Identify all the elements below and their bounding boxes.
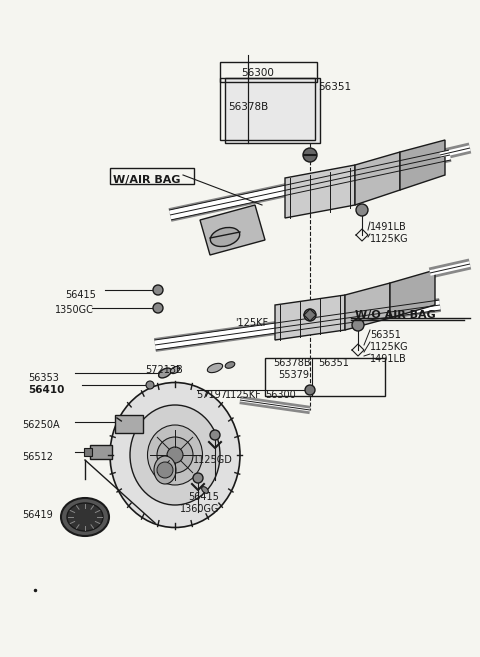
Text: 57213B: 57213B <box>145 365 183 375</box>
Circle shape <box>167 447 183 463</box>
Ellipse shape <box>130 405 220 505</box>
Circle shape <box>146 381 154 389</box>
Ellipse shape <box>225 362 235 369</box>
Polygon shape <box>275 295 345 340</box>
Bar <box>90 445 112 459</box>
Ellipse shape <box>158 368 171 378</box>
Text: 56378B: 56378B <box>273 358 311 368</box>
Polygon shape <box>200 205 265 255</box>
Polygon shape <box>345 283 390 330</box>
Text: 56351: 56351 <box>370 330 401 340</box>
Text: 1360GG: 1360GG <box>180 504 219 514</box>
Circle shape <box>305 385 315 395</box>
Ellipse shape <box>207 363 223 373</box>
Text: 56378B: 56378B <box>228 102 268 112</box>
Text: 56351: 56351 <box>318 82 351 92</box>
Text: 1125KF: 1125KF <box>225 390 262 400</box>
Text: 56419: 56419 <box>22 510 53 520</box>
Text: 56410: 56410 <box>28 385 64 395</box>
Text: W/O AIR BAG: W/O AIR BAG <box>355 310 436 320</box>
Text: 56415: 56415 <box>188 492 219 502</box>
Polygon shape <box>355 152 400 205</box>
Circle shape <box>153 285 163 295</box>
Circle shape <box>304 309 316 321</box>
Bar <box>220 62 317 82</box>
Text: 1125GD: 1125GD <box>193 455 233 465</box>
Bar <box>115 415 143 433</box>
Circle shape <box>153 303 163 313</box>
Ellipse shape <box>67 503 103 531</box>
Ellipse shape <box>170 367 180 374</box>
Circle shape <box>356 204 368 216</box>
Bar <box>220 78 315 140</box>
Text: 56512: 56512 <box>22 452 53 462</box>
Ellipse shape <box>147 425 203 485</box>
Bar <box>110 168 194 184</box>
Circle shape <box>157 437 193 473</box>
Text: W/AIR BAG: W/AIR BAG <box>113 175 180 185</box>
Text: 1125KG: 1125KG <box>370 234 408 244</box>
Text: 56300: 56300 <box>265 390 296 400</box>
Text: 56415: 56415 <box>65 290 96 300</box>
Circle shape <box>303 148 317 162</box>
Text: 1350GC: 1350GC <box>55 305 94 315</box>
Polygon shape <box>390 270 435 318</box>
Text: 56353: 56353 <box>28 373 59 383</box>
Ellipse shape <box>154 456 176 484</box>
Text: '125KF: '125KF <box>235 318 268 328</box>
Bar <box>265 358 385 396</box>
Ellipse shape <box>210 227 240 246</box>
Text: 1491LB: 1491LB <box>370 222 407 232</box>
Circle shape <box>352 319 364 331</box>
Text: 1125KG: 1125KG <box>370 342 408 352</box>
Text: 1491LB: 1491LB <box>370 354 407 364</box>
Text: 57197: 57197 <box>196 390 227 400</box>
Circle shape <box>193 473 203 483</box>
Circle shape <box>210 430 220 440</box>
Ellipse shape <box>110 382 240 528</box>
Bar <box>225 78 320 143</box>
Text: 55379: 55379 <box>278 370 309 380</box>
Ellipse shape <box>61 498 109 536</box>
Polygon shape <box>400 140 445 190</box>
Circle shape <box>157 462 173 478</box>
Bar <box>84 448 92 456</box>
Polygon shape <box>285 165 355 218</box>
Ellipse shape <box>202 487 208 493</box>
Text: 56250A: 56250A <box>22 420 60 430</box>
Text: 56351: 56351 <box>318 358 349 368</box>
Text: 56300: 56300 <box>241 68 275 78</box>
